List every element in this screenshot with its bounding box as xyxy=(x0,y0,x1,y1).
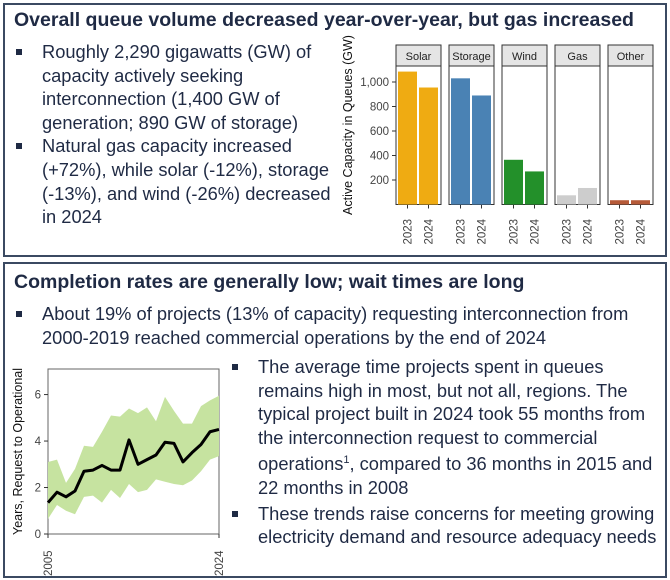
y-tick-label: 4 xyxy=(35,436,42,448)
x-tick-label: 2024 xyxy=(214,550,226,576)
y-axis-label: Years, Request to Operational xyxy=(11,368,25,535)
bottom-title: Completion rates are generally low; wait… xyxy=(14,271,525,293)
x-tick-label: 2023 xyxy=(615,219,627,245)
bar-storage-2024 xyxy=(472,95,491,205)
x-tick-label: 2024 xyxy=(477,218,489,244)
x-tick-label: 2023 xyxy=(456,219,468,245)
bullet: About 19% of projects (13% of capacity) … xyxy=(12,302,667,349)
bullet-text: The average time projects spent in queue… xyxy=(258,356,646,475)
x-tick-label: 2023 xyxy=(509,219,521,245)
bar-wind-2023 xyxy=(504,159,523,205)
y-tick-label: 1,000 xyxy=(360,77,389,89)
x-tick-label: 2023 xyxy=(562,219,574,245)
facet-strip xyxy=(501,44,548,67)
x-tick-label: 2024 xyxy=(530,218,542,244)
facet-strip xyxy=(395,44,442,67)
y-tick-label: 800 xyxy=(370,102,389,114)
bullet-text-tail: , compared to 36 months in 2015 and 22 m… xyxy=(258,453,653,499)
bar-gas-2024 xyxy=(578,187,597,205)
bullet: Roughly 2,290 gigawatts (GW) of capacity… xyxy=(12,40,332,134)
bar-wind-2024 xyxy=(525,171,544,205)
top-title: Overall queue volume decreased year-over… xyxy=(14,9,634,31)
facet-strip xyxy=(448,44,495,67)
bottom-main-bullet: About 19% of projects (13% of capacity) … xyxy=(12,302,667,349)
range-band xyxy=(48,395,219,519)
y-tick-label: 2 xyxy=(35,483,41,495)
y-tick-label: 600 xyxy=(370,126,389,138)
y-tick-label: 400 xyxy=(370,151,389,163)
x-tick-label: 2005 xyxy=(43,550,55,576)
bar-solar-2024 xyxy=(419,87,438,205)
y-axis-label: Active Capacity in Queues (GW) xyxy=(341,35,355,215)
x-tick-label: 2024 xyxy=(583,218,595,244)
facet-label: Storage xyxy=(452,51,491,63)
facet-label: Gas xyxy=(567,51,588,63)
facet-label: Other xyxy=(617,51,645,63)
bar-gas-2023 xyxy=(557,195,576,205)
bullet: These trends raise concerns for meeting … xyxy=(228,502,668,549)
facet-panel xyxy=(554,65,601,205)
bar-other-2023 xyxy=(610,200,629,205)
footnote-marker: 1 xyxy=(343,454,350,467)
top-bullets: Roughly 2,290 gigawatts (GW) of capacity… xyxy=(12,40,332,229)
bullet: Natural gas capacity increased (+72%), w… xyxy=(12,134,332,228)
bottom-right-bullets: The average time projects spent in queue… xyxy=(228,355,668,549)
x-tick-label: 2024 xyxy=(424,218,436,244)
facet-strip xyxy=(607,44,654,67)
median-line xyxy=(46,427,220,504)
y-tick-label: 6 xyxy=(35,390,41,402)
facet-label: Solar xyxy=(406,51,432,63)
facet-label: Wind xyxy=(512,51,537,63)
y-tick-label: 0 xyxy=(35,529,41,541)
bar-other-2024 xyxy=(631,200,650,205)
x-tick-label: 2024 xyxy=(636,218,648,244)
x-tick-label: 2023 xyxy=(403,219,415,245)
bullet: The average time projects spent in queue… xyxy=(228,355,668,500)
bar-storage-2023 xyxy=(451,78,470,205)
y-tick-label: 200 xyxy=(370,175,389,187)
bar-solar-2023 xyxy=(398,71,417,205)
facet-strip xyxy=(554,44,601,67)
